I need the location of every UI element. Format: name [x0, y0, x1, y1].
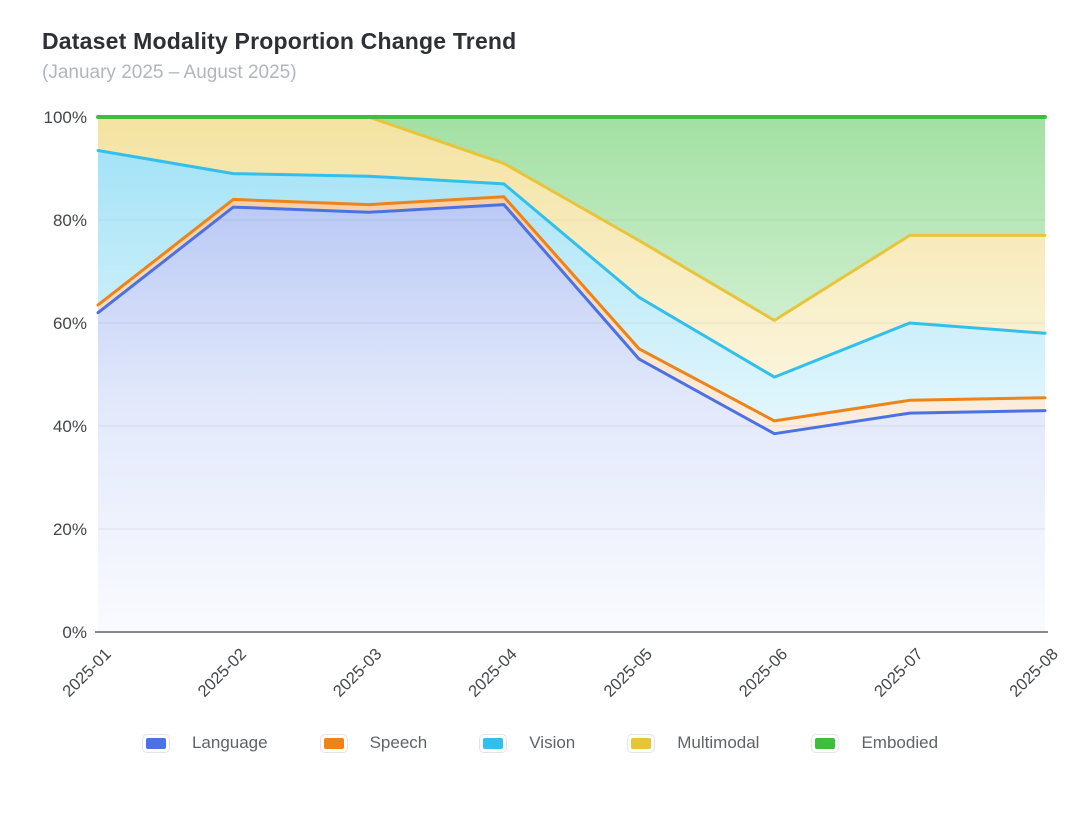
- y-tick-label: 100%: [44, 108, 87, 127]
- legend-swatch-frame: [627, 733, 656, 753]
- line-language: [96, 203, 1047, 436]
- y-axis-labels: 0% 20% 40% 60% 80% 100%: [44, 108, 87, 642]
- legend-swatch-frame: [319, 733, 348, 753]
- area-multimodal: [98, 117, 1045, 378]
- legend-swatch-frame: [811, 733, 840, 753]
- legend-item-speech[interactable]: Speech: [319, 733, 428, 753]
- area-vision: [98, 150, 1045, 421]
- chart-subtitle: (January 2025 – August 2025): [42, 62, 297, 83]
- legend-item-language[interactable]: Language: [141, 733, 268, 753]
- y-tick-label: 0%: [62, 623, 87, 642]
- x-tick-label: 2025-05: [600, 645, 656, 701]
- x-tick-label: 2025-06: [736, 645, 792, 701]
- x-tick-label: 2025-01: [59, 645, 115, 701]
- multimodal-swatch-icon: [631, 737, 652, 749]
- language-swatch-icon: [145, 737, 166, 749]
- series-areas: [98, 117, 1045, 632]
- area-speech: [98, 196, 1045, 434]
- legend-label: Multimodal: [677, 733, 760, 752]
- x-tick-label: 2025-03: [330, 645, 386, 701]
- legend-label: Language: [191, 733, 268, 752]
- legend-label: Speech: [369, 733, 428, 752]
- y-tick-label: 40%: [53, 417, 87, 436]
- embodied-swatch-icon: [815, 737, 836, 749]
- x-tick-label: 2025-04: [465, 645, 521, 701]
- y-tick-label: 60%: [53, 314, 87, 333]
- chart-header: Dataset Modality Proportion Change Trend…: [42, 28, 516, 84]
- line-speech: [96, 195, 1047, 423]
- vision-swatch-icon: [483, 737, 504, 749]
- legend-label: Embodied: [861, 733, 939, 752]
- legend-item-embodied[interactable]: Embodied: [811, 733, 938, 753]
- x-tick-label: 2025-02: [195, 645, 251, 701]
- legend-item-vision[interactable]: Vision: [479, 733, 575, 753]
- line-vision: [96, 149, 1047, 379]
- area-embodied: [98, 117, 1045, 321]
- chart-title: Dataset Modality Proportion Change Trend: [42, 28, 517, 54]
- legend-swatch-frame: [479, 733, 508, 753]
- area-language: [98, 204, 1045, 632]
- legend-label: Vision: [529, 733, 576, 752]
- legend: Language Speech Vision Multimodal Embodied: [0, 733, 1080, 753]
- series-lines: [96, 115, 1047, 436]
- speech-swatch-icon: [323, 737, 344, 749]
- x-axis-labels: 2025-01 2025-02 2025-03 2025-04 2025-05 2025-…: [59, 645, 1062, 701]
- legend-item-multimodal[interactable]: Multimodal: [627, 733, 759, 753]
- y-tick-label: 80%: [53, 211, 87, 230]
- x-tick-label: 2025-07: [871, 645, 927, 701]
- x-tick-label: 2025-08: [1006, 645, 1062, 701]
- y-tick-label: 20%: [53, 520, 87, 539]
- legend-swatch-frame: [141, 733, 170, 753]
